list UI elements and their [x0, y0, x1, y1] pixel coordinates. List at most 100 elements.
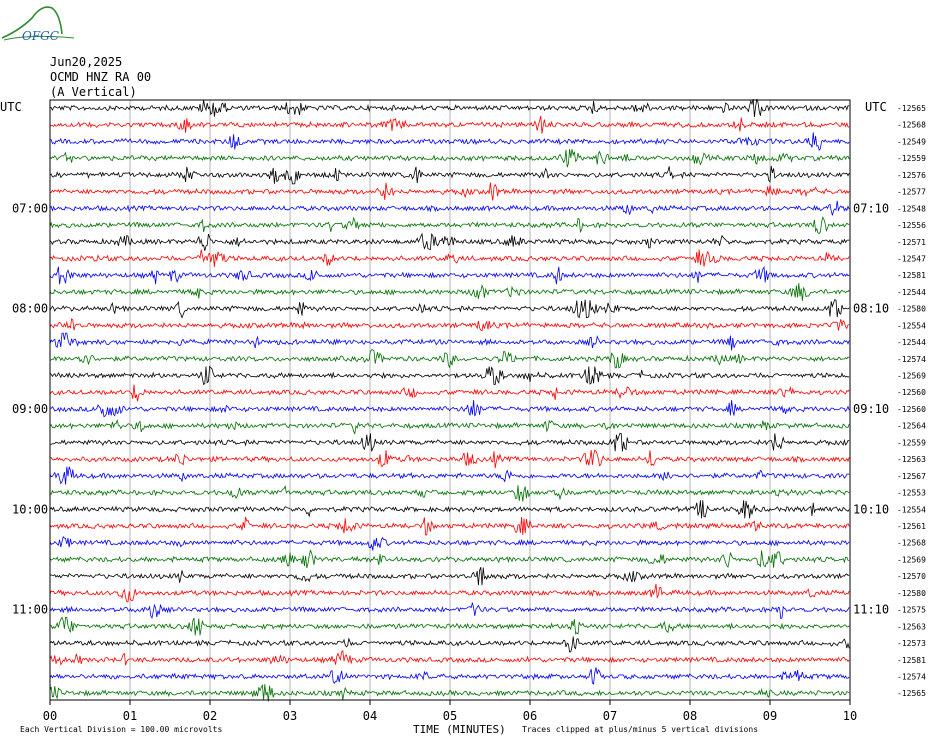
x-tick-label: 10 [843, 709, 857, 723]
right-utc-label: UTC [865, 100, 887, 114]
x-axis-label: TIME (MINUTES) [413, 723, 506, 736]
trace-line-19 [49, 419, 850, 435]
trace-offset-label: -12547 [897, 255, 926, 264]
trace-offset-label: -12544 [897, 288, 926, 297]
trace-line-0 [49, 98, 850, 118]
trace-offset-label: -12573 [897, 639, 926, 648]
left-hour-label: 07:00 [12, 201, 48, 215]
trace-offset-label: -12568 [897, 121, 926, 130]
trace-offset-label: -12560 [897, 405, 926, 414]
trace-line-9 [49, 249, 850, 267]
trace-offset-label: -12554 [897, 505, 926, 514]
ofgc-logo: OFGC [1, 6, 75, 43]
trace-line-10 [49, 265, 850, 285]
trace-offset-label: -12553 [897, 489, 926, 498]
trace-line-34 [49, 667, 850, 685]
trace-offset-label: -12561 [897, 522, 926, 531]
trace-offset-label: -12567 [897, 472, 926, 481]
traces [49, 98, 850, 702]
trace-line-1 [49, 115, 850, 134]
x-tick-label: 01 [123, 709, 137, 723]
division-note: Each Vertical Division = 100.00 microvol… [20, 725, 223, 734]
trace-line-7 [49, 216, 850, 235]
trace-line-23 [49, 485, 850, 502]
trace-line-2 [49, 132, 850, 151]
logo-mountain-icon [1, 6, 63, 39]
logo-text: OFGC [22, 29, 59, 43]
trace-line-6 [49, 200, 850, 216]
trace-line-15 [49, 349, 850, 369]
trace-line-5 [49, 182, 850, 201]
left-hour-label: 10:00 [12, 502, 48, 516]
trace-offset-label: -12581 [897, 271, 926, 280]
trace-offset-label: -12575 [897, 606, 926, 615]
trace-offset-label: -12580 [897, 589, 926, 598]
trace-offset-label: -12568 [897, 539, 926, 548]
trace-line-14 [49, 332, 850, 351]
trace-line-33 [49, 650, 850, 666]
trace-line-29 [49, 583, 850, 603]
x-tick-label: 09 [763, 709, 777, 723]
trace-line-13 [49, 317, 850, 332]
trace-offset-label: -12560 [897, 388, 926, 397]
trace-line-8 [49, 232, 850, 251]
right-hour-label: 10:10 [853, 502, 889, 516]
labels: 00 01 02 03 04 05 06 07 08 09 10 -12565 -12568 -12549… [12, 104, 926, 723]
trace-offset-label: -12574 [897, 355, 926, 364]
right-hour-label: 09:10 [853, 402, 889, 416]
trace-line-35 [49, 683, 850, 702]
header-station: OCMD HNZ RA 00 [50, 70, 152, 84]
x-tick-label: 04 [363, 709, 377, 723]
trace-line-4 [49, 165, 850, 185]
trace-offset-label: -12559 [897, 438, 926, 447]
trace-line-27 [49, 549, 850, 569]
trace-line-30 [49, 602, 850, 620]
trace-line-18 [49, 399, 850, 418]
trace-offset-label: -12563 [897, 455, 926, 464]
trace-line-21 [49, 449, 850, 469]
left-hour-label: 11:00 [12, 603, 48, 617]
trace-offset-label: -12569 [897, 555, 926, 564]
plot-frame [49, 99, 851, 701]
trace-line-3 [49, 149, 850, 168]
x-tick-label: 00 [43, 709, 57, 723]
header-date: Jun20,2025 [50, 55, 123, 69]
trace-offset-label: -12544 [897, 338, 926, 347]
left-hour-label: 09:00 [12, 402, 48, 416]
clip-note: Traces clipped at plus/minus 5 vertical … [522, 725, 759, 734]
trace-offset-label: -12576 [897, 171, 926, 180]
trace-offset-label: -12571 [897, 238, 926, 247]
right-hour-label: 08:10 [853, 302, 889, 316]
trace-line-12 [49, 299, 850, 319]
trace-line-24 [49, 500, 850, 519]
trace-offset-label: -12574 [897, 673, 926, 682]
trace-offset-label: -12556 [897, 221, 926, 230]
x-tick-label: 08 [683, 709, 697, 723]
trace-offset-label: -12563 [897, 622, 926, 631]
left-utc-label: UTC [0, 100, 22, 114]
x-tick-label: 02 [203, 709, 217, 723]
trace-offset-label: -12570 [897, 572, 926, 581]
trace-offset-label: -12569 [897, 372, 926, 381]
trace-line-32 [49, 636, 850, 653]
header-component: (A Vertical) [50, 85, 137, 99]
trace-line-20 [49, 433, 850, 452]
grid [49, 100, 851, 705]
right-hour-label: 07:10 [853, 201, 889, 215]
trace-line-11 [49, 283, 850, 301]
x-tick-label: 05 [443, 709, 457, 723]
trace-offset-label: -12559 [897, 154, 926, 163]
trace-offset-label: -12554 [897, 321, 926, 330]
trace-line-31 [49, 616, 850, 636]
x-tick-label: 06 [523, 709, 537, 723]
trace-line-25 [49, 516, 850, 536]
trace-offset-label: -12577 [897, 188, 926, 197]
trace-offset-label: -12565 [897, 689, 926, 698]
x-tick-label: 07 [603, 709, 617, 723]
trace-line-28 [49, 567, 850, 586]
trace-line-17 [49, 384, 850, 402]
right-hour-label: 11:10 [853, 603, 889, 617]
left-hour-label: 08:00 [12, 302, 48, 316]
trace-offset-label: -12580 [897, 305, 926, 314]
